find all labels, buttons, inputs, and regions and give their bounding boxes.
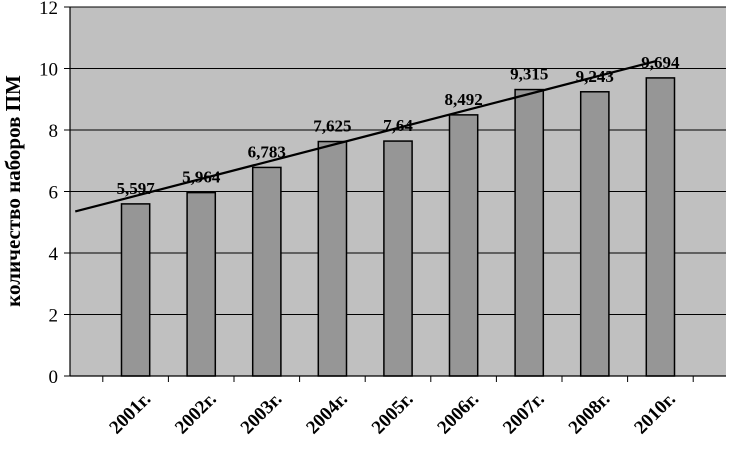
data-label: 7,64 bbox=[383, 116, 413, 135]
bar bbox=[186, 191, 217, 377]
bars bbox=[120, 77, 676, 377]
trendline bbox=[74, 59, 658, 213]
y-tick-label: 2 bbox=[49, 306, 59, 327]
x-tick-label: 2001г. bbox=[105, 389, 155, 439]
y-tick-label: 4 bbox=[49, 244, 59, 265]
data-label: 5,964 bbox=[182, 168, 221, 187]
bar bbox=[383, 140, 413, 377]
data-labels: 5,597 5,964 6,783 7,625 7,64 8,492 9,315 9,243 9… bbox=[116, 53, 680, 198]
y-tick-label: 8 bbox=[49, 121, 59, 142]
y-axis-ticks: 0 2 4 6 8 10 12 bbox=[39, 0, 70, 388]
data-label: 7,625 bbox=[313, 117, 351, 136]
x-tick-label: 2002г. bbox=[171, 389, 221, 439]
bar bbox=[120, 203, 151, 377]
data-label: 9,315 bbox=[510, 65, 548, 84]
x-tick-label: 2008г. bbox=[565, 389, 615, 439]
bar bbox=[645, 77, 676, 377]
data-label: 9,694 bbox=[641, 53, 680, 72]
bar bbox=[448, 114, 479, 377]
data-label: 9,243 bbox=[576, 67, 614, 86]
x-tick-label: 2010г. bbox=[630, 389, 680, 439]
x-axis-ticks: 2001г. 2002г. 2003г. 2004г. 2005г. 2006г. 2007… bbox=[102, 376, 694, 439]
bar bbox=[579, 91, 610, 377]
trendline-group bbox=[74, 59, 658, 213]
y-tick-label: 10 bbox=[39, 60, 58, 81]
data-label: 8,492 bbox=[444, 90, 482, 109]
x-tick-label: 2005г. bbox=[368, 389, 418, 439]
bar bbox=[317, 140, 348, 377]
bar bbox=[251, 166, 282, 377]
data-label: 5,597 bbox=[116, 179, 155, 198]
x-tick-label: 2006г. bbox=[433, 389, 483, 439]
y-axis-label: количество наборов ПМ bbox=[1, 75, 25, 307]
bar bbox=[514, 88, 545, 377]
x-tick-label: 2007г. bbox=[499, 389, 549, 439]
y-tick-label: 12 bbox=[39, 0, 58, 19]
x-tick-label: 2003г. bbox=[237, 389, 287, 439]
y-tick-label: 6 bbox=[49, 183, 59, 204]
y-tick-label: 0 bbox=[49, 367, 59, 388]
data-label: 6,783 bbox=[248, 142, 286, 161]
x-tick-label: 2004г. bbox=[302, 389, 352, 439]
